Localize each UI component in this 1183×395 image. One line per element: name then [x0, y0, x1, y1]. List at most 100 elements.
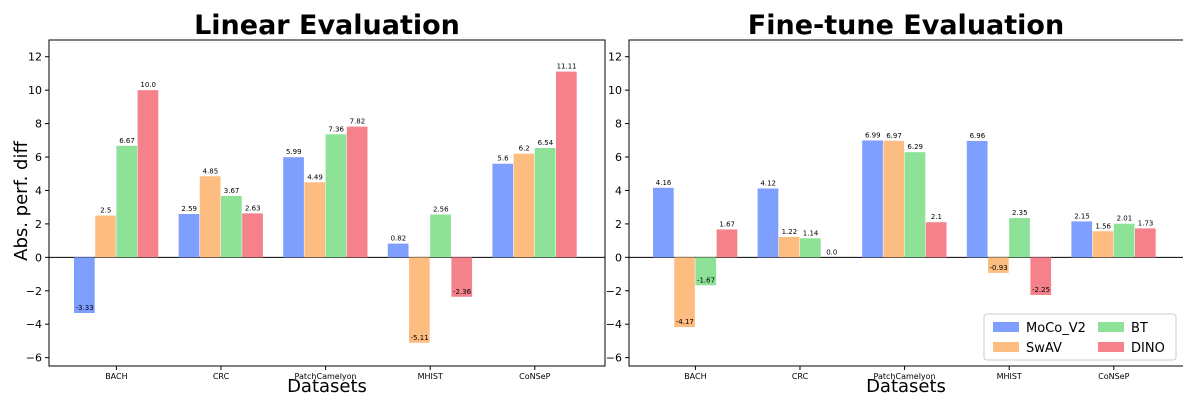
- data-label: 6.2: [519, 145, 530, 153]
- x-tick-label: BACH: [684, 372, 706, 381]
- bar-moco-v2-patchcamelyon: [283, 157, 304, 258]
- bar-dino-bach: [716, 229, 738, 258]
- bar-moco-v2-consep: [1071, 221, 1093, 258]
- data-label: 11.11: [557, 63, 577, 71]
- chart-title: Linear Evaluation: [194, 10, 460, 41]
- data-label: 4.85: [203, 167, 219, 175]
- data-label: 7.82: [350, 118, 366, 126]
- y-tick-label: 10: [28, 84, 42, 97]
- bar-swav-mhist: [988, 257, 1009, 273]
- bar-moco-v2-bach: [74, 257, 95, 314]
- y-tick-label: −2: [26, 285, 42, 298]
- bar-swav-patchcamelyon: [304, 182, 326, 258]
- bar-moco-v2-crc: [757, 188, 779, 258]
- chart-title: Fine-tune Evaluation: [748, 10, 1064, 41]
- y-tick-label: 10: [608, 84, 622, 97]
- data-label: -2.25: [1032, 286, 1050, 294]
- bar-swav-bach: [95, 215, 116, 258]
- data-label: 4.12: [760, 179, 776, 187]
- bar-dino-patchcamelyon: [346, 126, 368, 258]
- data-label: 1.56: [1095, 222, 1111, 230]
- bar-bt-crc: [800, 238, 821, 258]
- legend-label-dino: DINO: [1131, 341, 1165, 356]
- x-tick-label: CRC: [213, 372, 230, 381]
- fine-tune-evaluation-chart: Fine-tune Evaluation Datasets −6 −4 −2 0 2 4 6…: [606, 10, 1183, 395]
- bar-dino-crc: [242, 213, 263, 258]
- y-tick-label: −4: [606, 318, 622, 331]
- bar-swav-consep: [1092, 231, 1114, 258]
- bar-bt-bach: [695, 257, 717, 286]
- y-tick-label: 0: [35, 251, 42, 264]
- data-label: -5.11: [411, 334, 429, 342]
- bar-moco-v2-patchcamelyon: [862, 140, 883, 258]
- bar-bt-consep: [1113, 223, 1135, 258]
- bar-moco-v2-bach: [653, 187, 674, 258]
- y-tick-label: 6: [615, 151, 622, 164]
- y-axis-label: Abs. perf. diff: [11, 141, 32, 261]
- data-label: 1.73: [1138, 219, 1154, 227]
- legend: MoCo_V2 SwAV BT DINO: [983, 313, 1177, 361]
- x-tick-label: BACH: [105, 372, 127, 381]
- data-label: 0.0: [826, 248, 837, 256]
- bar-swav-patchcamelyon: [883, 140, 905, 258]
- bar-bt-mhist: [430, 214, 451, 258]
- data-label: 3.67: [224, 187, 240, 195]
- data-label: 2.01: [1117, 215, 1133, 223]
- y-tick-label: 0: [615, 251, 622, 264]
- legend-swatch-moco-v2: [993, 322, 1019, 332]
- y-tick-label: 8: [35, 118, 42, 131]
- legend-label-swav: SwAV: [1026, 341, 1062, 356]
- y-tick-label: 2: [35, 218, 42, 231]
- legend-swatch-bt: [1098, 322, 1124, 332]
- data-label: 2.56: [433, 206, 449, 214]
- bar-swav-crc: [199, 176, 221, 258]
- data-label: 2.59: [181, 205, 197, 213]
- data-label: 6.97: [886, 132, 902, 140]
- bar-dino-bach: [137, 90, 159, 258]
- x-tick-label: MHIST: [997, 372, 1022, 381]
- x-tick-label: CoNSeP: [1098, 372, 1129, 381]
- y-tick-label: −4: [26, 318, 42, 331]
- x-tick-label: CoNSeP: [519, 372, 550, 381]
- x-axis-label: Datasets: [287, 376, 367, 395]
- bar-bt-crc: [221, 195, 242, 258]
- data-label: 1.22: [782, 228, 798, 236]
- data-label: 4.16: [656, 179, 672, 187]
- bar-moco-v2-consep: [492, 163, 514, 258]
- data-label: 6.29: [907, 143, 923, 151]
- data-label: 2.35: [1012, 209, 1028, 217]
- data-label: 6.99: [865, 131, 881, 139]
- bar-bt-consep: [534, 147, 556, 258]
- plot-frame: [48, 39, 606, 367]
- bar-bt-patchcamelyon: [325, 134, 347, 258]
- data-label: 0.82: [391, 235, 407, 243]
- y-tick-label: −6: [26, 352, 42, 365]
- bar-moco-v2-crc: [178, 214, 200, 258]
- y-tick-label: 12: [608, 51, 622, 64]
- y-tick-label: 4: [615, 184, 622, 197]
- y-tick-label: 8: [615, 118, 622, 131]
- data-label: 2.63: [245, 204, 261, 212]
- data-label: -4.17: [676, 318, 694, 326]
- y-tick-label: −6: [606, 352, 622, 365]
- x-tick-label: PatchCamelyon: [874, 372, 936, 381]
- data-label: 6.67: [119, 137, 135, 145]
- bar-moco-v2-mhist: [387, 243, 409, 258]
- data-label: 5.6: [497, 155, 509, 163]
- bar-bt-bach: [116, 145, 138, 258]
- x-axis-label: Datasets: [866, 376, 946, 395]
- data-label: -2.36: [453, 288, 472, 296]
- legend-label-bt: BT: [1131, 321, 1148, 336]
- plot-area: −6 −4 −2 0 2 4 6 8 10 12 -3.33 2.5 6.67 10.0 BACH 2.59 4…: [26, 51, 605, 381]
- bar-swav-mhist: [409, 257, 430, 343]
- bar-bt-mhist: [1009, 218, 1030, 258]
- legend-swatch-dino: [1098, 342, 1124, 352]
- y-tick-label: 6: [35, 151, 42, 164]
- data-label: 2.15: [1074, 212, 1090, 220]
- y-tick-label: 2: [615, 218, 622, 231]
- plot-area: −6 −4 −2 0 2 4 6 8 10 12 4.16 -4.17 -1.67 1.67 BACH 4.1…: [606, 51, 1183, 381]
- plot-frame: [628, 39, 1183, 367]
- data-label: 1.14: [803, 229, 819, 237]
- data-label: -3.33: [76, 304, 94, 312]
- data-label: 6.54: [538, 139, 554, 147]
